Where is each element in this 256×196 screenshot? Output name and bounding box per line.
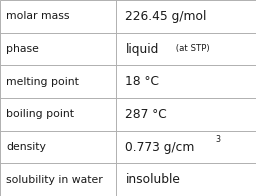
Text: boiling point: boiling point <box>6 109 74 119</box>
Text: solubility in water: solubility in water <box>6 175 103 185</box>
Text: (at STP): (at STP) <box>173 44 210 54</box>
Text: 3: 3 <box>216 135 220 144</box>
Text: 18 °C: 18 °C <box>125 75 159 88</box>
Text: phase: phase <box>6 44 39 54</box>
Text: molar mass: molar mass <box>6 11 70 21</box>
Text: insoluble: insoluble <box>125 173 180 186</box>
Text: melting point: melting point <box>6 77 79 87</box>
Text: density: density <box>6 142 46 152</box>
Text: liquid: liquid <box>125 43 159 55</box>
Text: 287 °C: 287 °C <box>125 108 167 121</box>
Text: 0.773 g/cm: 0.773 g/cm <box>125 141 195 153</box>
Text: 226.45 g/mol: 226.45 g/mol <box>125 10 207 23</box>
